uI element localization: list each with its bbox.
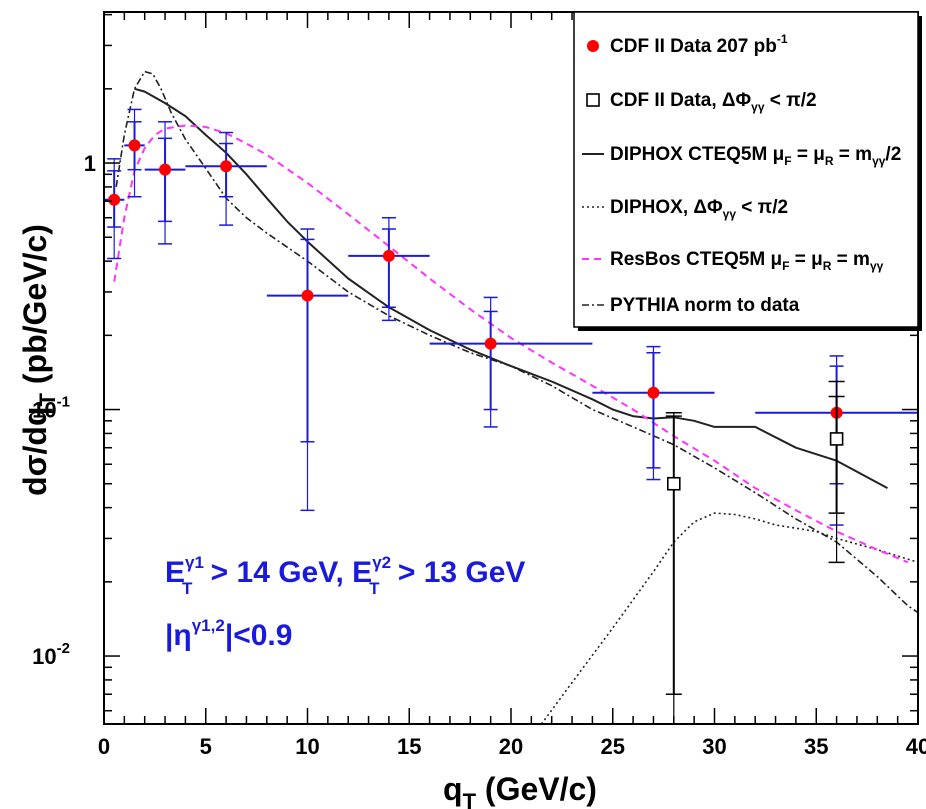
data-marker bbox=[301, 289, 314, 302]
x-tick-label: 20 bbox=[499, 734, 523, 759]
legend-entry-cdf_cut: CDF II Data, ΔΦγγ < π/2 bbox=[586, 90, 817, 114]
data-point bbox=[124, 108, 145, 198]
data-marker bbox=[647, 386, 660, 399]
x-tick-label: 0 bbox=[98, 734, 110, 759]
data-point bbox=[266, 228, 349, 512]
curve-dotted bbox=[540, 512, 919, 725]
legend-label: DIPHOX CTEQ5M μF = μR = mγγ/2 bbox=[610, 144, 901, 168]
x-tick-label: 10 bbox=[295, 734, 319, 759]
data-point bbox=[104, 158, 125, 260]
y-axis-title: dσ/dqT (pb/GeV/c) bbox=[17, 224, 60, 496]
data-marker bbox=[128, 139, 141, 152]
legend-label: DIPHOX, ΔΦγγ < π/2 bbox=[610, 197, 788, 221]
legend-marker bbox=[587, 40, 599, 52]
legend-entry-diphox: DIPHOX CTEQ5M μF = μR = mγγ/2 bbox=[582, 144, 901, 168]
theory-curves bbox=[113, 70, 919, 725]
y-tick-label: 10-1 bbox=[32, 394, 70, 423]
legend-box bbox=[573, 11, 919, 328]
x-tick-label: 40 bbox=[906, 734, 926, 759]
curve-dashdot bbox=[115, 70, 919, 614]
curve-solid bbox=[134, 87, 888, 489]
data-point bbox=[429, 296, 593, 428]
open-square-marker bbox=[666, 476, 681, 491]
legend-label: CDF II Data, ΔΦγγ < π/2 bbox=[610, 90, 817, 114]
legend-entry-pythia: PYTHIA norm to data bbox=[582, 295, 800, 316]
cut-data-point bbox=[665, 412, 682, 725]
data-marker bbox=[159, 163, 172, 176]
data-marker bbox=[220, 160, 233, 173]
data-marker bbox=[382, 249, 395, 262]
data-point bbox=[144, 121, 186, 245]
cut-data-point bbox=[828, 380, 845, 564]
y-tick-label: 10-2 bbox=[32, 640, 70, 669]
x-tick-label: 35 bbox=[804, 734, 828, 759]
x-tick-label: 25 bbox=[601, 734, 625, 759]
legend-entry-cdf: CDF II Data 207 pb-1 bbox=[587, 32, 788, 57]
legend-label: PYTHIA norm to data bbox=[610, 295, 800, 316]
x-tick-label: 30 bbox=[702, 734, 726, 759]
cut-annotation-eta: |ηγ1,2|<0.9 bbox=[165, 616, 292, 652]
x-tick-label: 15 bbox=[397, 734, 421, 759]
x-tick-label: 5 bbox=[200, 734, 212, 759]
legend-entry-diphox_cut: DIPHOX, ΔΦγγ < π/2 bbox=[582, 197, 788, 221]
data-marker bbox=[108, 193, 121, 206]
x-axis-title: qT (GeV/c) bbox=[443, 771, 597, 809]
data-point bbox=[592, 345, 715, 481]
data-point bbox=[185, 131, 267, 226]
curve-dashed bbox=[113, 124, 909, 564]
legend-label: ResBos CTEQ5M μF = μR = mγγ bbox=[610, 249, 884, 273]
legend-label: CDF II Data 207 pb-1 bbox=[610, 32, 788, 57]
data-points bbox=[104, 108, 918, 725]
data-marker bbox=[484, 337, 497, 350]
legend-entry-resbos: ResBos CTEQ5M μF = μR = mγγ bbox=[582, 249, 884, 273]
cut-annotation-et: Eγ1 T > 14 GeV, Eγ2 T > 13 GeV bbox=[165, 553, 525, 598]
y-tick-label: 1 bbox=[84, 151, 96, 176]
open-square-marker bbox=[829, 432, 844, 446]
legend: CDF II Data 207 pb-1 CDF II Data, ΔΦγγ < … bbox=[573, 11, 922, 331]
data-point bbox=[348, 216, 430, 322]
legend-marker bbox=[586, 93, 600, 107]
